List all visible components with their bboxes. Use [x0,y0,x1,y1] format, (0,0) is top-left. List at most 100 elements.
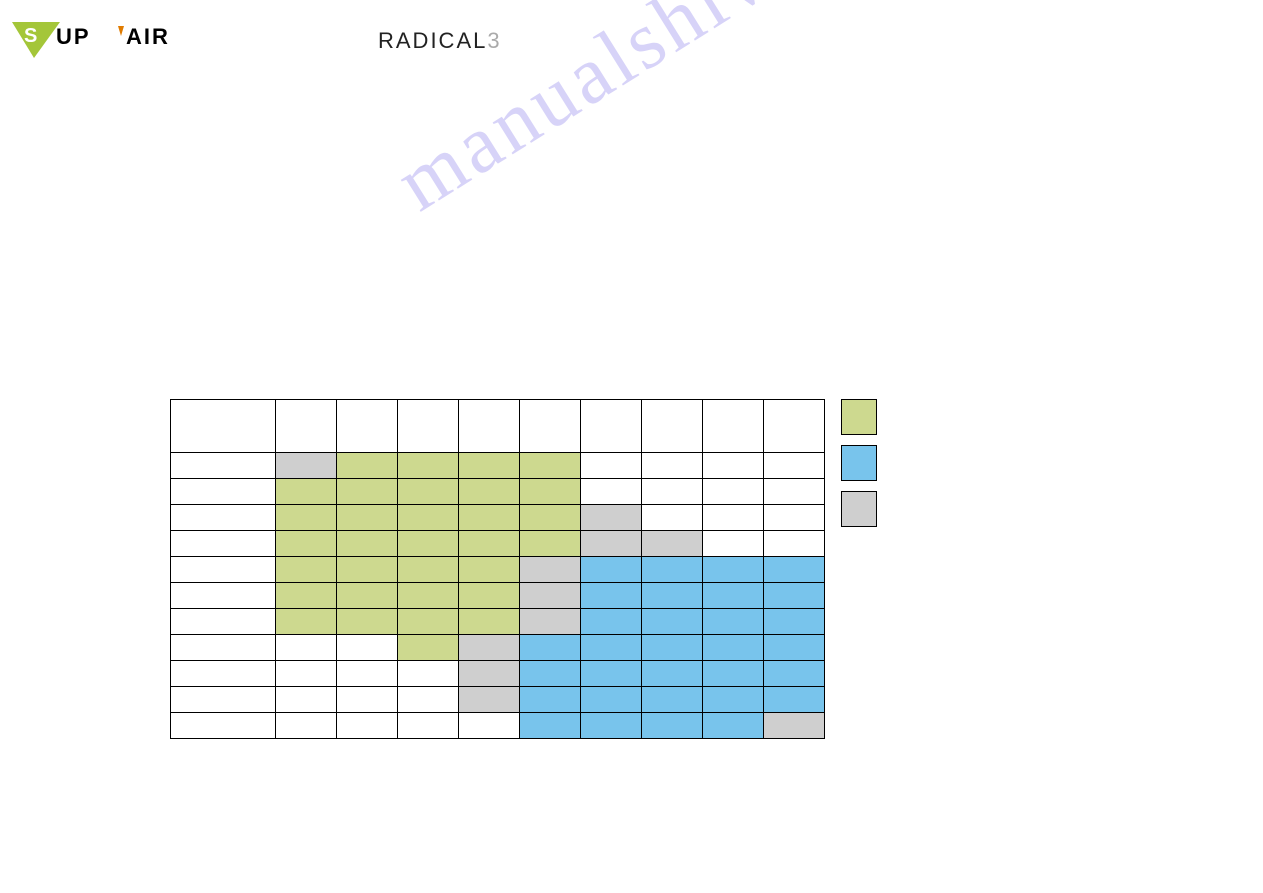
size-chart-col-header [764,400,825,453]
size-chart-cell [276,505,337,531]
size-chart-cell [764,635,825,661]
size-chart-cell [337,713,398,739]
legend-swatch [841,445,877,481]
size-chart-cell [398,713,459,739]
size-chart-cell [642,479,703,505]
size-chart-cell [764,531,825,557]
size-chart-cell [276,479,337,505]
size-chart-row-header [171,661,276,687]
legend-swatch [841,399,877,435]
product-suffix: 3 [487,28,501,53]
size-chart-cell [703,661,764,687]
size-chart-col-header [703,400,764,453]
size-chart-cell [581,687,642,713]
size-chart-cell [459,687,520,713]
size-chart-row-header [171,609,276,635]
size-chart-cell [276,583,337,609]
size-chart-cell [398,661,459,687]
size-chart-cell [337,583,398,609]
size-chart-col-header [276,400,337,453]
size-chart-cell [703,635,764,661]
size-chart-cell [398,453,459,479]
size-chart-cell [337,661,398,687]
size-chart-cell [764,687,825,713]
size-chart-cell [276,635,337,661]
size-chart-cell [642,557,703,583]
brand-logo: S UP AIR [10,18,190,60]
size-chart-cell [276,713,337,739]
size-chart-cell [337,635,398,661]
size-chart-cell [520,635,581,661]
size-chart-cell [459,583,520,609]
size-chart-col-header [398,400,459,453]
size-chart-cell [703,583,764,609]
size-chart-corner-cell [171,400,276,453]
size-chart-cell [459,505,520,531]
size-chart-cell [276,531,337,557]
size-chart-row-header [171,531,276,557]
size-chart-cell [459,609,520,635]
size-chart-cell [703,687,764,713]
size-chart-cell [764,583,825,609]
size-chart-cell [703,609,764,635]
size-chart-cell [398,505,459,531]
size-chart-row-header [171,687,276,713]
size-chart-cell [642,505,703,531]
size-chart-cell [642,531,703,557]
size-chart-cell [337,479,398,505]
size-chart-cell [276,609,337,635]
size-chart-cell [398,531,459,557]
size-chart-cell [276,453,337,479]
size-chart-col-header [459,400,520,453]
size-chart-row-header [171,505,276,531]
size-chart-cell [520,505,581,531]
size-chart-cell [581,557,642,583]
size-chart-cell [764,453,825,479]
size-chart-cell [398,479,459,505]
size-chart-cell [337,557,398,583]
size-chart-cell [398,609,459,635]
size-chart-cell [459,713,520,739]
size-chart-cell [581,661,642,687]
size-chart-cell [764,661,825,687]
color-legend [841,399,887,537]
size-chart-row-header [171,713,276,739]
size-chart-cell [581,583,642,609]
page-header: S UP AIR RADICAL3 [0,18,1263,60]
size-chart-cell [520,453,581,479]
size-chart-cell [764,557,825,583]
size-chart-row-header [171,453,276,479]
legend-item [841,445,887,481]
size-chart-cell [459,661,520,687]
size-chart-col-header [337,400,398,453]
size-chart-cell [398,557,459,583]
size-chart-cell [703,479,764,505]
size-chart-cell [581,453,642,479]
size-chart-col-header [581,400,642,453]
size-chart-cell [276,687,337,713]
size-chart-table [170,399,825,739]
size-chart-cell [703,531,764,557]
size-chart-cell [642,713,703,739]
size-chart-col-header [520,400,581,453]
legend-item [841,399,887,435]
size-chart-cell [520,479,581,505]
size-chart-cell [642,583,703,609]
size-chart-cell [642,635,703,661]
size-chart-cell [520,531,581,557]
size-chart-cell [581,713,642,739]
size-chart-cell [581,609,642,635]
size-chart-cell [337,687,398,713]
size-chart-cell [276,557,337,583]
size-chart-cell [703,505,764,531]
size-chart-cell [642,453,703,479]
legend-item [841,491,887,527]
size-chart-cell [459,479,520,505]
size-chart-cell [703,557,764,583]
size-chart-cell [764,479,825,505]
size-chart-cell [520,609,581,635]
size-chart-row-header [171,635,276,661]
size-chart-cell [459,531,520,557]
size-chart-cell [581,479,642,505]
size-chart-cell [581,505,642,531]
